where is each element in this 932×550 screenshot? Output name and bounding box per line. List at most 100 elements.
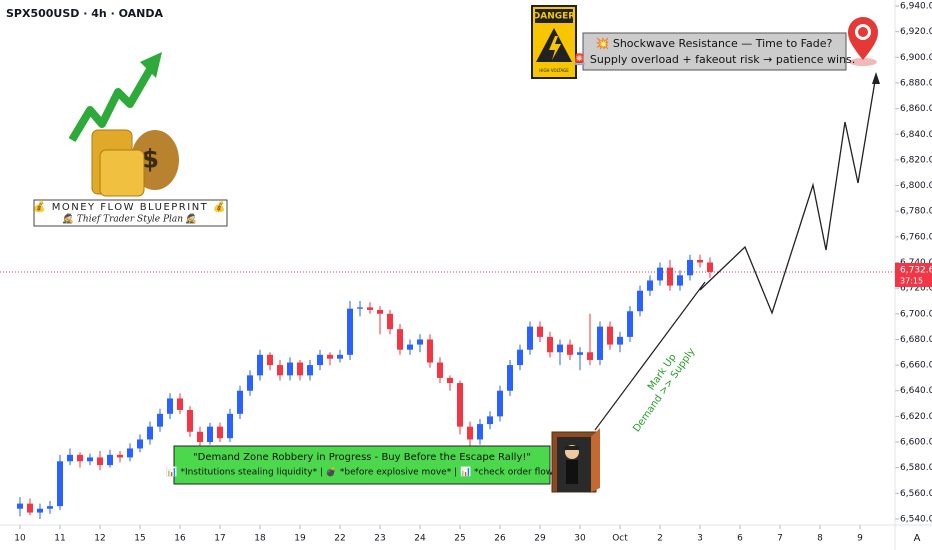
candle-body [477, 424, 483, 440]
candle-body [317, 354, 323, 366]
candle-body [57, 461, 63, 507]
candle-body [357, 307, 363, 309]
danger-subtext: HIGH VOLTAGE [539, 68, 569, 73]
candle-body [227, 413, 233, 439]
candle-body [177, 398, 183, 410]
candle-body [667, 267, 673, 286]
candle-body [507, 365, 513, 391]
y-tick-label: 6,660.0 [900, 361, 932, 371]
candle-body [257, 354, 263, 376]
y-tick-label: 6,620.0 [900, 412, 932, 422]
candle-body [137, 439, 143, 449]
x-tick-label: 25 [454, 534, 465, 544]
y-tick-label: 6,580.0 [900, 463, 932, 473]
y-tick-label: 6,700.0 [900, 309, 932, 319]
x-tick-label: 8 [817, 534, 823, 544]
candle-body [147, 426, 153, 440]
projection-path [699, 74, 877, 315]
candle-body [437, 362, 443, 378]
candle-body [497, 390, 503, 417]
candle-body [417, 339, 423, 345]
candle-body [687, 259, 693, 276]
auto-scale-button[interactable]: A [914, 533, 921, 544]
candle-body [337, 354, 343, 359]
x-tick-label: 17 [214, 534, 225, 544]
candle-body [377, 309, 383, 314]
y-tick-label: 6,880.0 [900, 78, 932, 88]
countdown-label: 37:15 [900, 276, 923, 285]
x-tick-label: 12 [94, 534, 105, 544]
candle-body [297, 362, 303, 376]
candle-body [117, 454, 123, 458]
x-tick-label: 18 [254, 534, 266, 544]
danger-sign: DANGER HIGH VOLTAGE [531, 5, 577, 79]
y-tick-label: 6,860.0 [900, 104, 932, 114]
y-tick-label: 6,900.0 [900, 53, 932, 63]
candle-body [547, 336, 553, 353]
candle-body [287, 362, 293, 376]
x-tick-label: 2 [657, 534, 663, 544]
candle-body [607, 326, 613, 345]
candle-body [347, 308, 353, 355]
resistance-box [582, 32, 847, 71]
candle-body [707, 262, 713, 272]
y-tick-label: 6,540.0 [900, 514, 932, 524]
x-tick-label: 30 [574, 534, 586, 544]
y-tick-label: 6,920.0 [900, 27, 932, 37]
candle-body [597, 326, 603, 360]
demand-text: 📊 *Institutions stealing liquidity* | 💣 … [166, 466, 558, 478]
y-tick-label: 6,760.0 [900, 232, 932, 242]
candle-body [47, 506, 53, 509]
danger-text: DANGER [533, 12, 576, 22]
candle-body [677, 275, 683, 286]
candle-body [87, 457, 93, 462]
candle-body [567, 344, 573, 355]
resistance-text: 🚨 Supply overload + fakeout risk → patie… [573, 53, 856, 66]
candle-body [637, 290, 643, 312]
candle-body [67, 454, 73, 462]
candles [17, 254, 713, 519]
demand-text: "Demand Zone Robbery in Progress - Buy B… [193, 452, 531, 463]
resistance-text: 💥 Shockwave Resistance — Time to Fade? [596, 37, 833, 50]
candle-body [217, 426, 223, 439]
candle-body [517, 349, 523, 366]
candle-body [247, 375, 253, 391]
candle-body [397, 329, 403, 350]
candle-body [367, 307, 373, 310]
blueprint-box [33, 199, 228, 227]
candle-body [77, 454, 83, 462]
y-tick-label: 6,820.0 [900, 155, 932, 165]
y-tick-label: 6,600.0 [900, 438, 932, 448]
y-tick-label: 6,560.0 [900, 489, 932, 499]
x-tick-label: 15 [134, 534, 145, 544]
projection-arrow [872, 72, 880, 84]
candle-body [447, 377, 453, 384]
candle-body [107, 454, 113, 466]
y-tick-label: 6,840.0 [900, 130, 932, 140]
x-tick-label: 6 [737, 534, 743, 544]
y-tick-label: 6,780.0 [900, 207, 932, 217]
candle-body [187, 409, 193, 432]
x-tick-label: 7 [777, 534, 783, 544]
candle-body [527, 326, 533, 350]
symbol-header: SPX500USD · 4h · OANDA [6, 7, 163, 20]
x-tick-label: 23 [374, 534, 385, 544]
x-tick-label: 19 [294, 534, 306, 544]
y-tick-label: 6,720.0 [900, 284, 932, 294]
x-tick-label: Oct [612, 534, 628, 544]
demand-box [173, 445, 551, 485]
candle-body [207, 426, 213, 443]
candle-body [697, 259, 703, 263]
y-tick-label: 6,680.0 [900, 335, 932, 345]
x-tick-label: 29 [534, 534, 546, 544]
candle-body [17, 503, 23, 509]
candle-body [647, 280, 653, 291]
blueprint-title: 💰 MONEY FLOW BLUEPRINT 💰 [33, 200, 227, 213]
candle-body [267, 354, 273, 366]
candle-body [577, 352, 583, 355]
candle-body [157, 413, 163, 427]
y-tick-label: 6,940.0 [900, 2, 932, 12]
last-price-tag [895, 262, 932, 287]
svg-text:$: $ [141, 145, 159, 175]
